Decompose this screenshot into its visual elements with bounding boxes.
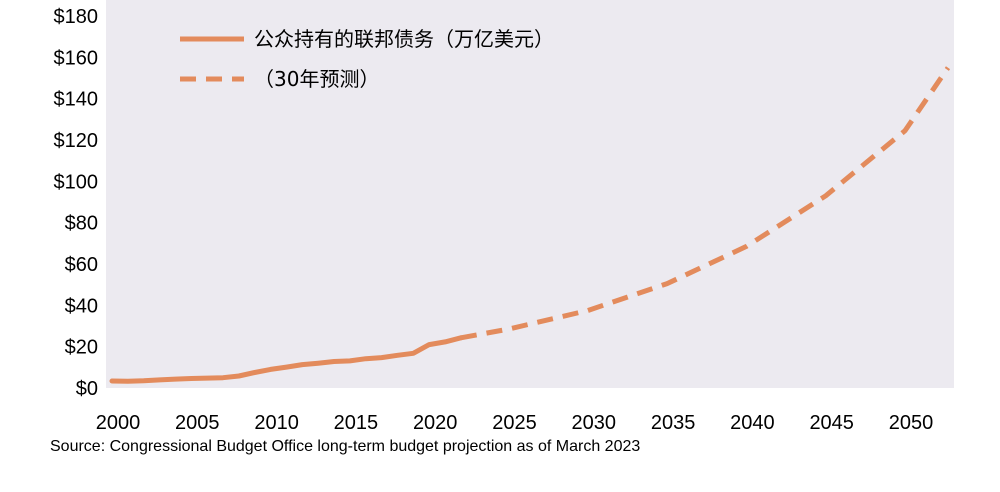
x-tick-label: 2010 [254, 412, 299, 434]
chart-svg: $0$20$40$60$80$100$120$140$160$180 2000 2… [54, 0, 954, 434]
x-tick-label: 2040 [730, 412, 775, 434]
legend-label-dashed: （30年预测） [254, 67, 379, 91]
y-tick-label: $120 [54, 130, 99, 152]
plot-area [106, 0, 954, 388]
x-tick-label: 2050 [889, 412, 934, 434]
x-axis: 2000 2005 2010 2015 2020 2025 2030 2035 2040 2045… [96, 412, 934, 434]
x-tick-label: 2035 [651, 412, 696, 434]
y-axis: $0 $20 $40 $60 $80 $100 $120 $140 $160 $180 [54, 6, 99, 400]
x-tick-label: 2005 [175, 412, 220, 434]
y-tick-label: $180 [54, 6, 99, 28]
y-tick-label: $80 [65, 213, 98, 235]
legend-label-solid: 公众持有的联邦债务（万亿美元） [254, 27, 554, 51]
x-tick-label: 2000 [96, 412, 141, 434]
y-tick-label: $20 [65, 337, 98, 359]
x-tick-label: 2045 [809, 412, 854, 434]
series-layer [109, 66, 951, 384]
series-line-projection [460, 66, 951, 341]
legend: 公众持有的联邦债务（万亿美元） （30年预测） [180, 27, 554, 91]
y-tick-label: $160 [54, 47, 99, 69]
y-tick-label: $0 [76, 378, 98, 400]
y-tick-label: $100 [54, 171, 99, 193]
x-tick-label: 2025 [492, 412, 537, 434]
y-tick-label: $40 [65, 295, 98, 317]
x-tick-label: 2015 [334, 412, 379, 434]
source-note: Source: Congressional Budget Office long… [50, 438, 641, 455]
y-tick-label: $140 [54, 89, 99, 111]
series-line-actual [109, 335, 464, 384]
x-tick-label: 2030 [572, 412, 617, 434]
y-tick-label: $60 [65, 254, 98, 276]
x-tick-label: 2020 [413, 412, 458, 434]
